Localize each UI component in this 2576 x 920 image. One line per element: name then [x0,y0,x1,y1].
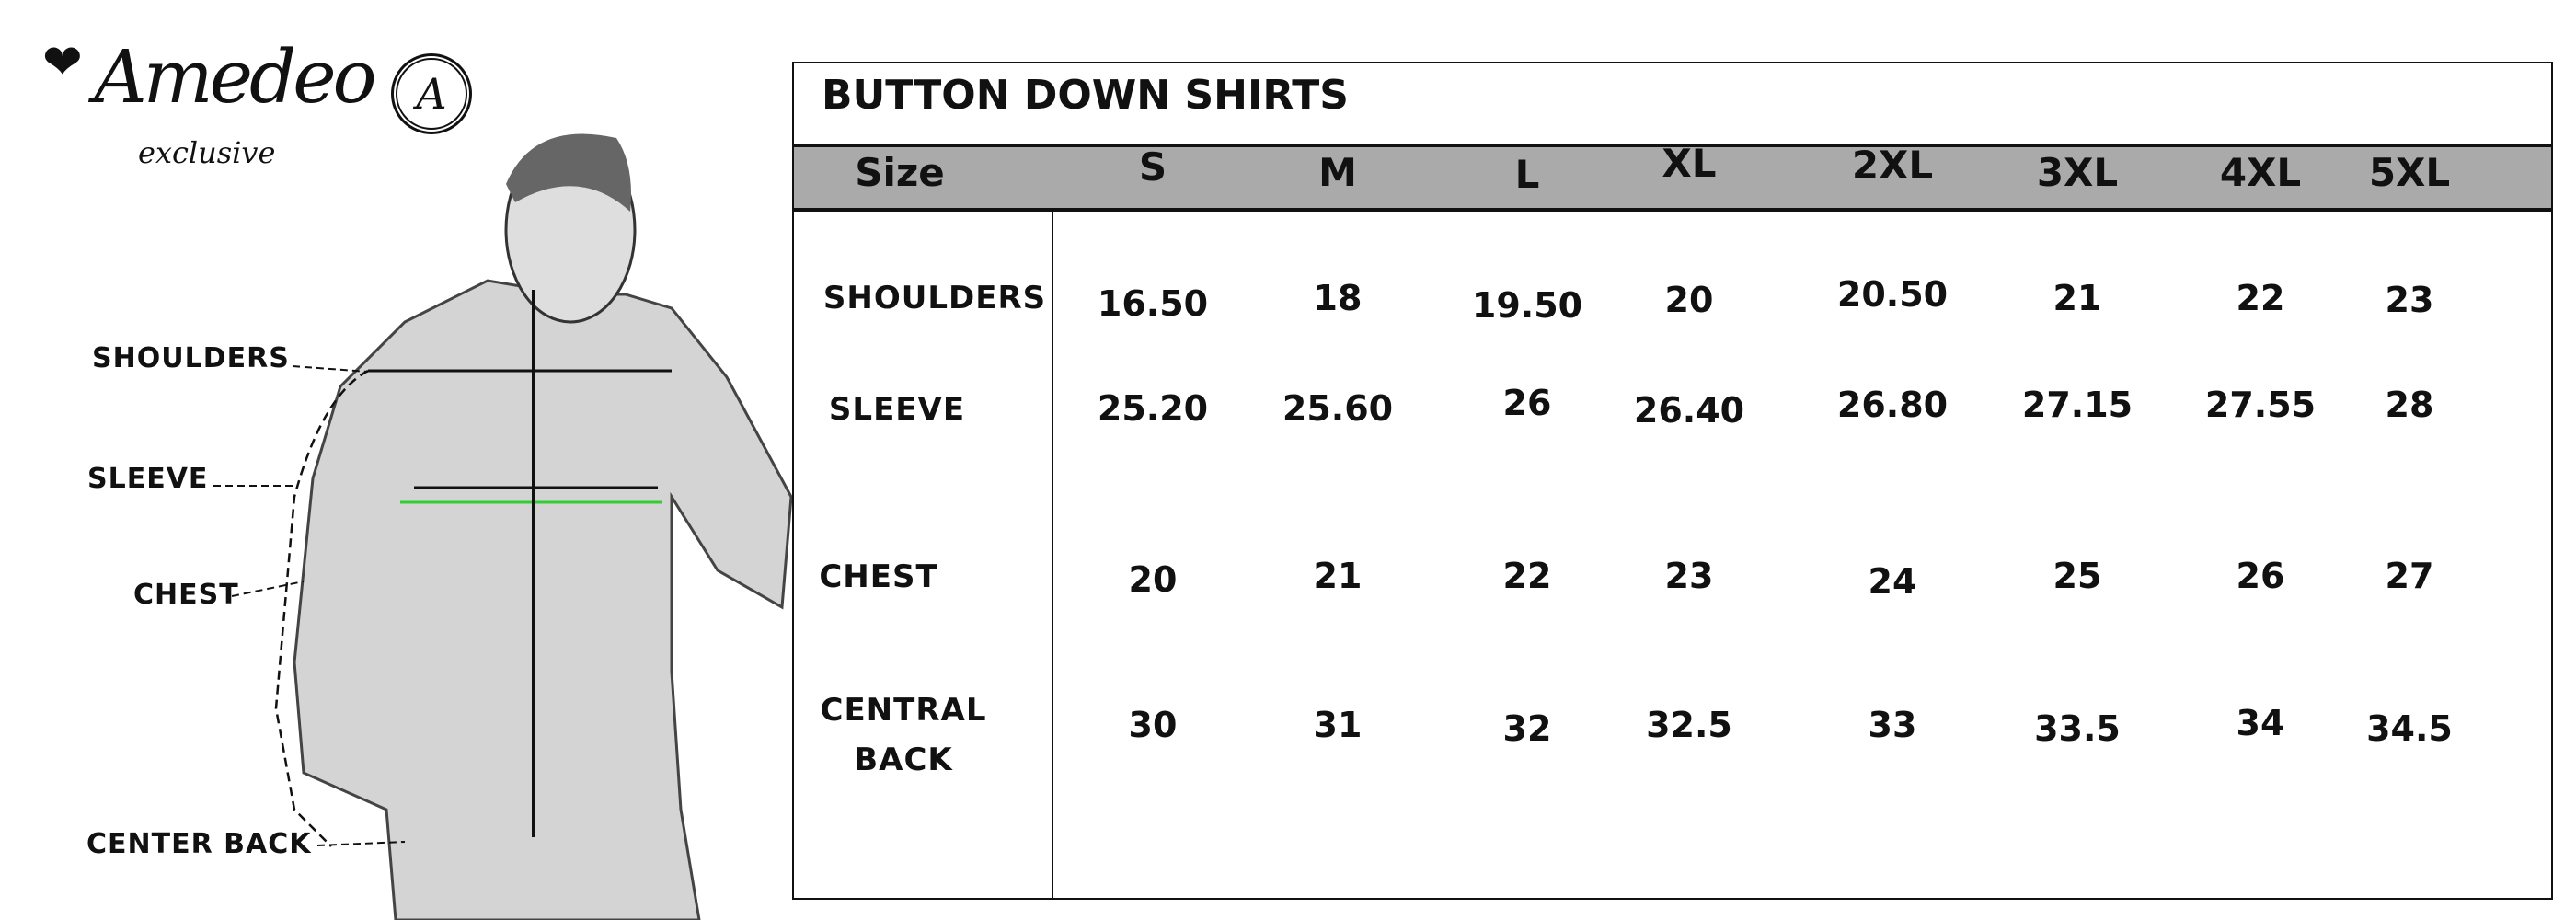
table-cell: 16.50 [1097,283,1209,324]
table-cell: 27 [2385,556,2434,596]
table-cell: 34 [2236,703,2285,743]
table-cell: 34.5 [2366,708,2453,749]
table-cell: 26.80 [1836,385,1949,425]
row-label-sleeve: SLEEVE [828,391,966,428]
table-cell: 32 [1502,708,1552,749]
header-size-l: L [1514,152,1540,197]
table-cell: 28 [2385,385,2434,425]
table-cell: 27.15 [2021,385,2133,425]
table-cell: 23 [2385,280,2434,320]
table-cell: 26 [2236,556,2285,596]
table-cell: 33 [1868,705,1917,745]
header-size-s: S [1138,144,1167,190]
heart-icon: ❤ [42,35,83,90]
size-header-row [794,144,2551,212]
table-title: BUTTON DOWN SHIRTS [822,72,1349,119]
table-cell: 25.20 [1097,388,1209,429]
table-cell: 20 [1128,559,1178,600]
row-label-chest: CHEST [819,558,938,595]
header-size-5xl: 5XL [2368,150,2451,195]
column-divider [1052,208,1053,898]
table-cell: 27.55 [2204,385,2317,425]
row-label-central-back: CENTRAL BACK [820,692,987,778]
table-cell: 22 [1502,556,1552,596]
table-cell: 24 [1868,561,1917,602]
label-sleeve: SLEEVE [87,463,209,495]
table-cell: 31 [1313,705,1363,745]
header-size: Size [855,150,945,195]
label-chest: CHEST [133,579,239,611]
table-cell: 23 [1664,556,1714,596]
label-shoulders: SHOULDERS [92,342,290,374]
header-size-2xl: 2XL [1851,143,1934,188]
hair [506,133,631,212]
row-label-shoulders: SHOULDERS [822,280,1047,316]
table-cell: 33.5 [2034,708,2121,749]
size-chart-table [792,62,2553,900]
brand-seal: A [391,53,472,134]
table-cell: 25.60 [1282,388,1394,429]
table-cell: 21 [2053,278,2102,318]
table-cell: 32.5 [1646,705,1732,745]
header-size-xl: XL [1662,141,1717,186]
shirt-silhouette [293,279,793,920]
table-cell: 20 [1664,280,1714,320]
model-illustration [274,133,793,920]
leader-lines [213,365,406,846]
table-cell: 30 [1128,705,1178,745]
table-cell: 21 [1313,556,1363,596]
table-cell: 26.40 [1633,390,1745,431]
table-cell: 20.50 [1836,274,1949,315]
table-cell: 26 [1502,383,1552,423]
brand-name: Amedeo [94,34,377,120]
sleeve-guide [274,369,369,847]
table-cell: 19.50 [1471,285,1583,326]
header-size-m: M [1318,150,1357,195]
table-cell: 18 [1313,278,1363,318]
label-center-back: CENTER BACK [86,828,312,860]
header-size-3xl: 3XL [2036,150,2119,195]
brand-tagline: exclusive [138,135,276,170]
table-cell: 25 [2053,556,2102,596]
table-cell: 22 [2236,278,2285,318]
header-size-4xl: 4XL [2219,150,2302,195]
